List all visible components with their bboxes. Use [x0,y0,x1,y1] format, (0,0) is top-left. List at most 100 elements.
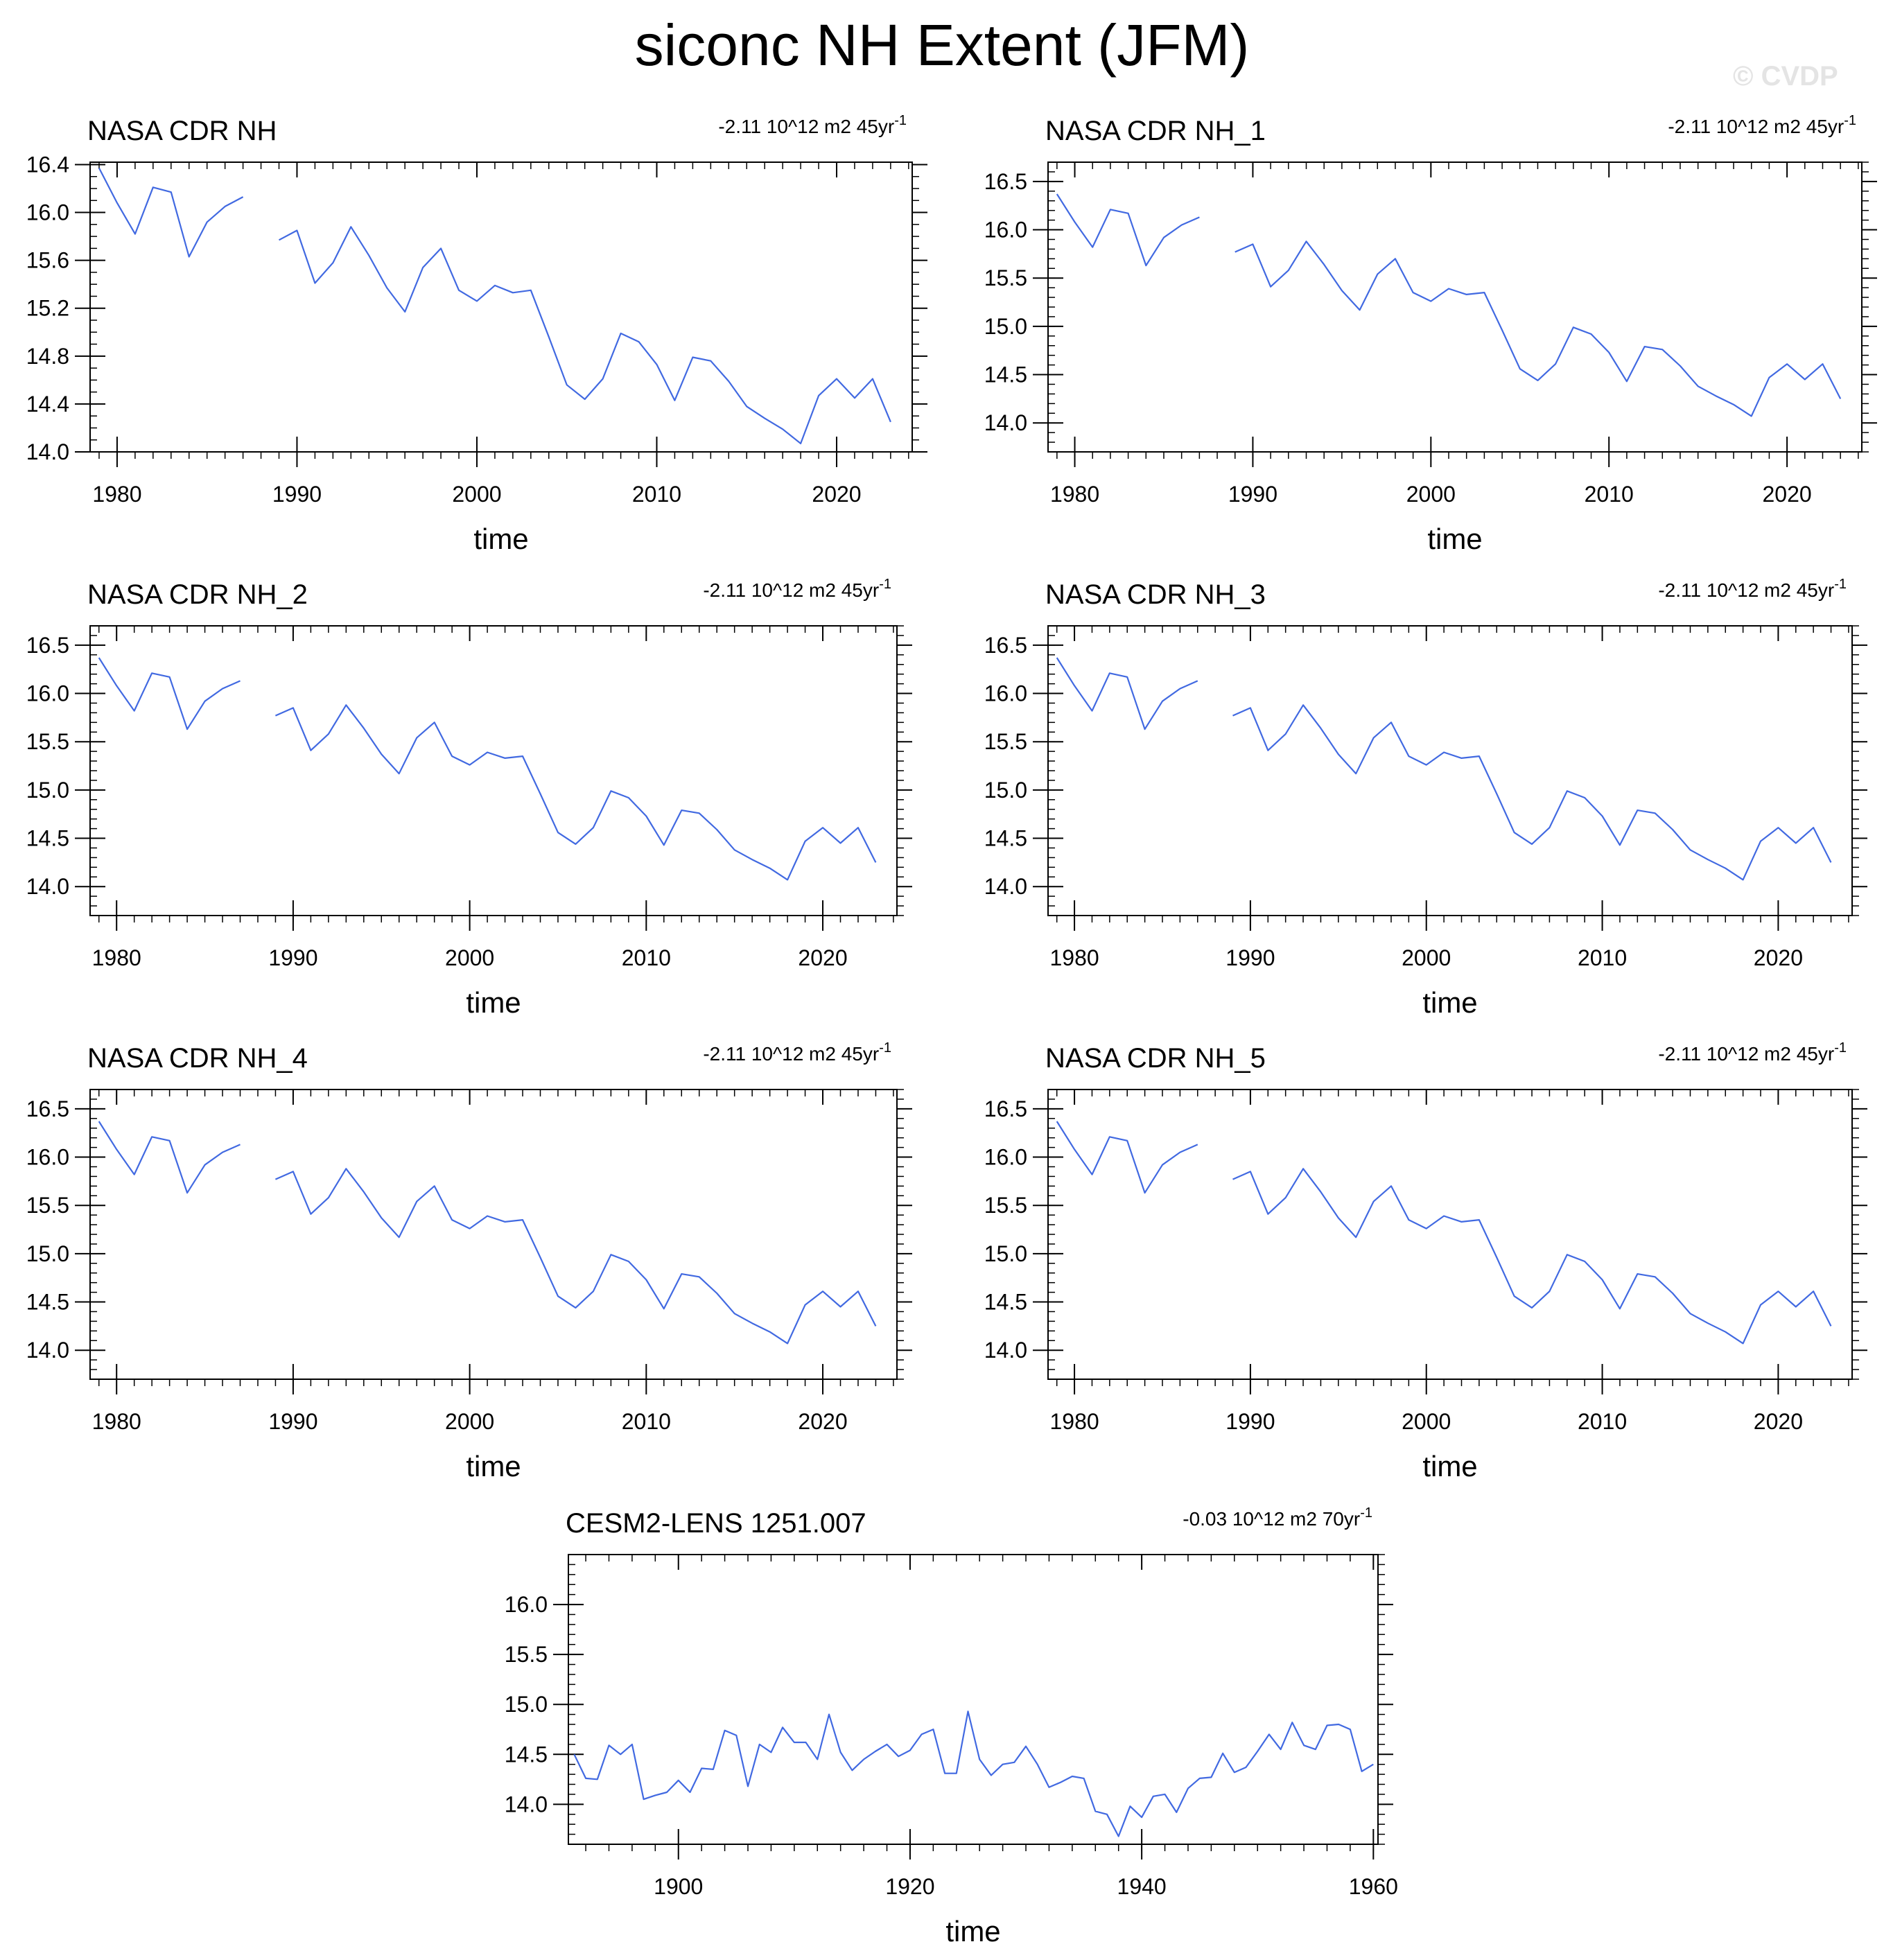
x-tick-label: 2020 [1754,945,1803,970]
y-tick-label: 16.5 [984,169,1027,194]
trend-value: -2.11 10^12 m2 45yr [1668,116,1844,137]
trend-value: -2.11 10^12 m2 45yr [1658,579,1834,601]
x-tick-label: 2010 [1578,1409,1627,1434]
y-tick-label: 15.2 [26,296,69,321]
chart-panel: 14.0 14.5 15.0 15.5 16.0 1900 1920 1940 1960 time… [505,1505,1398,1948]
series-line [1232,1168,1832,1345]
trend-value: -2.11 10^12 m2 45yr [1658,1043,1834,1065]
y-tick-label: 16.0 [984,1145,1027,1170]
series-line [573,1710,1374,1837]
panel-title: CESM2-LENS 1251.007 [566,1508,866,1539]
trend-superscript: -1 [1360,1505,1372,1521]
x-tick-label: 1960 [1349,1874,1398,1899]
series-line [278,226,891,445]
y-tick-label: 15.5 [984,1193,1027,1218]
trend-label: -0.03 10^12 m2 70yr-1 [1183,1505,1372,1530]
y-tick-label: 14.0 [984,410,1027,435]
x-tick-label: 2010 [622,945,671,970]
trend-value: -2.11 10^12 m2 45yr [703,1043,879,1065]
y-tick-label: 16.5 [984,633,1027,658]
x-tick-label: 2010 [1585,482,1634,507]
trend-label: -2.11 10^12 m2 45yr-1 [718,113,907,137]
x-tick-label: 2020 [798,945,847,970]
series-line [1232,704,1832,881]
series-line [1056,657,1198,730]
y-tick-label: 14.0 [984,1338,1027,1363]
chart-panel: 14.0 14.5 15.0 15.5 16.0 16.5 1980 1990 2000 2010… [984,113,1877,555]
trend-label: -2.11 10^12 m2 45yr-1 [703,1040,891,1065]
figure-title: siconc NH Extent (JFM) [634,12,1250,78]
y-tick-label: 15.5 [505,1642,548,1667]
trend-label: -2.11 10^12 m2 45yr-1 [1668,113,1856,137]
x-tick-label: 1980 [1049,1409,1099,1434]
panel-title: NASA CDR NH [87,116,277,146]
y-tick-label: 15.0 [984,314,1027,339]
y-tick-label: 16.5 [26,1096,69,1121]
y-tick-label: 15.5 [984,729,1027,754]
y-tick-label: 15.5 [26,729,69,754]
series-line [98,657,241,730]
x-tick-label: 2020 [798,1409,847,1434]
trend-value: -2.11 10^12 m2 45yr [718,116,894,137]
x-axis-label: time [466,986,521,1019]
y-tick-label: 14.5 [984,826,1027,851]
y-tick-label: 15.5 [984,265,1027,290]
x-tick-label: 1900 [654,1874,703,1899]
y-tick-label: 15.0 [26,778,69,803]
trend-superscript: -1 [879,1040,891,1056]
y-tick-label: 14.5 [984,362,1027,387]
x-tick-label: 2020 [1763,482,1812,507]
x-tick-label: 1980 [92,482,141,507]
plot-frame [568,1554,1379,1845]
panel-title: NASA CDR NH_1 [1045,116,1266,146]
x-tick-label: 1980 [1049,945,1099,970]
trend-value: -0.03 10^12 m2 70yr [1183,1508,1360,1530]
y-tick-label: 15.0 [984,1241,1027,1266]
y-tick-label: 14.5 [505,1742,548,1767]
panel-title: NASA CDR NH_5 [1045,1043,1266,1074]
panel-title: NASA CDR NH_2 [87,579,308,610]
x-axis-label: time [466,1450,521,1482]
trend-label: -2.11 10^12 m2 45yr-1 [1658,1040,1847,1065]
x-tick-label: 1980 [92,1409,141,1434]
series-line [1235,240,1842,417]
series-line [274,704,877,881]
y-tick-label: 15.6 [26,248,69,273]
series-line [98,168,244,258]
x-tick-label: 1990 [1226,945,1275,970]
x-tick-label: 1990 [268,945,317,970]
y-tick-label: 14.0 [26,1338,69,1363]
y-tick-label: 14.0 [984,874,1027,899]
y-tick-label: 16.0 [505,1592,548,1617]
chart-panel: 14.0 14.5 15.0 15.5 16.0 16.5 1980 1990 2000 2010… [984,1040,1867,1482]
y-tick-label: 16.0 [984,218,1027,243]
y-tick-label: 14.0 [26,439,69,464]
trend-label: -2.11 10^12 m2 45yr-1 [1658,577,1847,601]
trend-superscript: -1 [1834,577,1847,592]
y-tick-label: 16.0 [26,681,69,706]
panel-title: NASA CDR NH_4 [87,1043,308,1074]
series-line [1056,193,1200,267]
x-tick-label: 1990 [272,482,322,507]
cvdp-watermark: © CVDP [1733,61,1838,91]
x-tick-label: 1940 [1117,1874,1167,1899]
y-tick-label: 14.4 [26,392,69,417]
y-tick-label: 14.0 [26,874,69,899]
x-tick-label: 2010 [622,1409,671,1434]
series-line [1056,1121,1198,1194]
y-tick-label: 16.5 [26,633,69,658]
y-tick-label: 16.0 [984,681,1027,706]
x-tick-label: 2020 [812,482,861,507]
trend-superscript: -1 [1834,1040,1847,1056]
y-tick-label: 15.0 [505,1692,548,1717]
panel-title: NASA CDR NH_3 [1045,579,1266,610]
y-tick-label: 14.5 [26,1290,69,1315]
y-tick-label: 15.0 [26,1241,69,1266]
y-tick-label: 16.0 [26,200,69,225]
x-tick-label: 1990 [268,1409,317,1434]
x-tick-label: 2000 [1406,482,1456,507]
x-axis-label: time [1422,986,1477,1019]
trend-superscript: -1 [879,577,891,592]
y-tick-label: 15.5 [26,1193,69,1218]
x-tick-label: 2000 [452,482,501,507]
